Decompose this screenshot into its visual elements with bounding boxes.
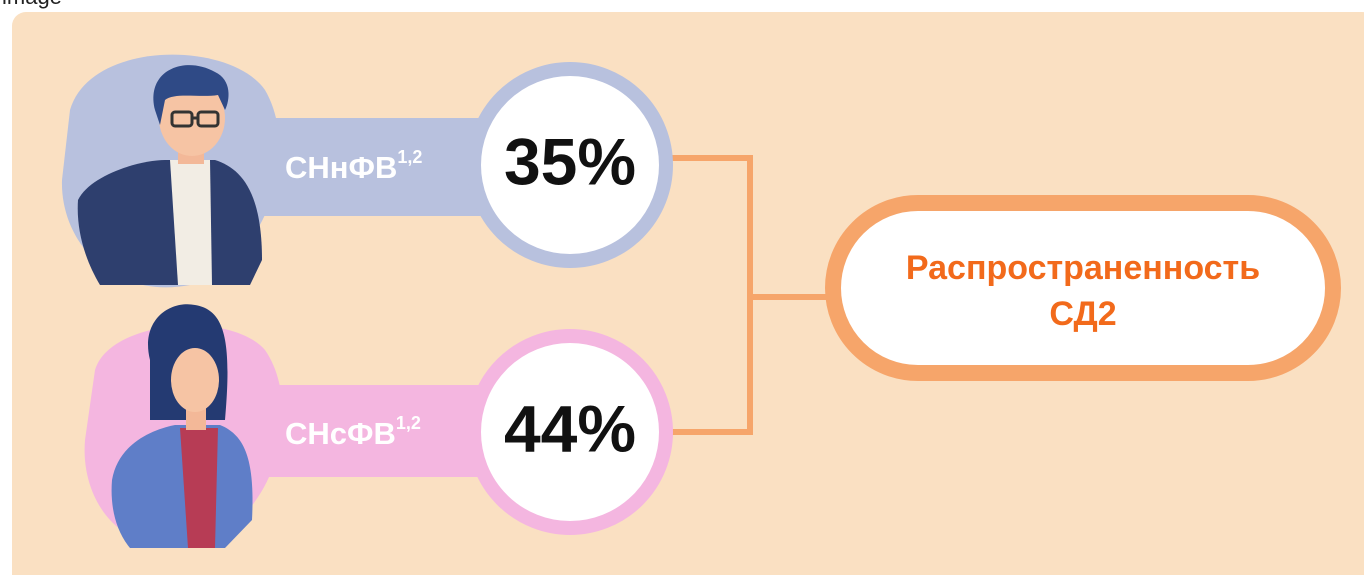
face xyxy=(171,348,219,412)
group-value: 44% xyxy=(504,391,636,465)
target-pill xyxy=(833,203,1333,373)
group-value: 35% xyxy=(504,124,636,198)
caption: image xyxy=(2,0,62,9)
jacket xyxy=(78,160,262,285)
target-line: Распространенность xyxy=(906,249,1260,287)
target-line: СД2 xyxy=(1049,295,1116,333)
infographic: image СНнФВ1,2 35% СНсФВ1,2 44% Распр xyxy=(0,0,1364,575)
